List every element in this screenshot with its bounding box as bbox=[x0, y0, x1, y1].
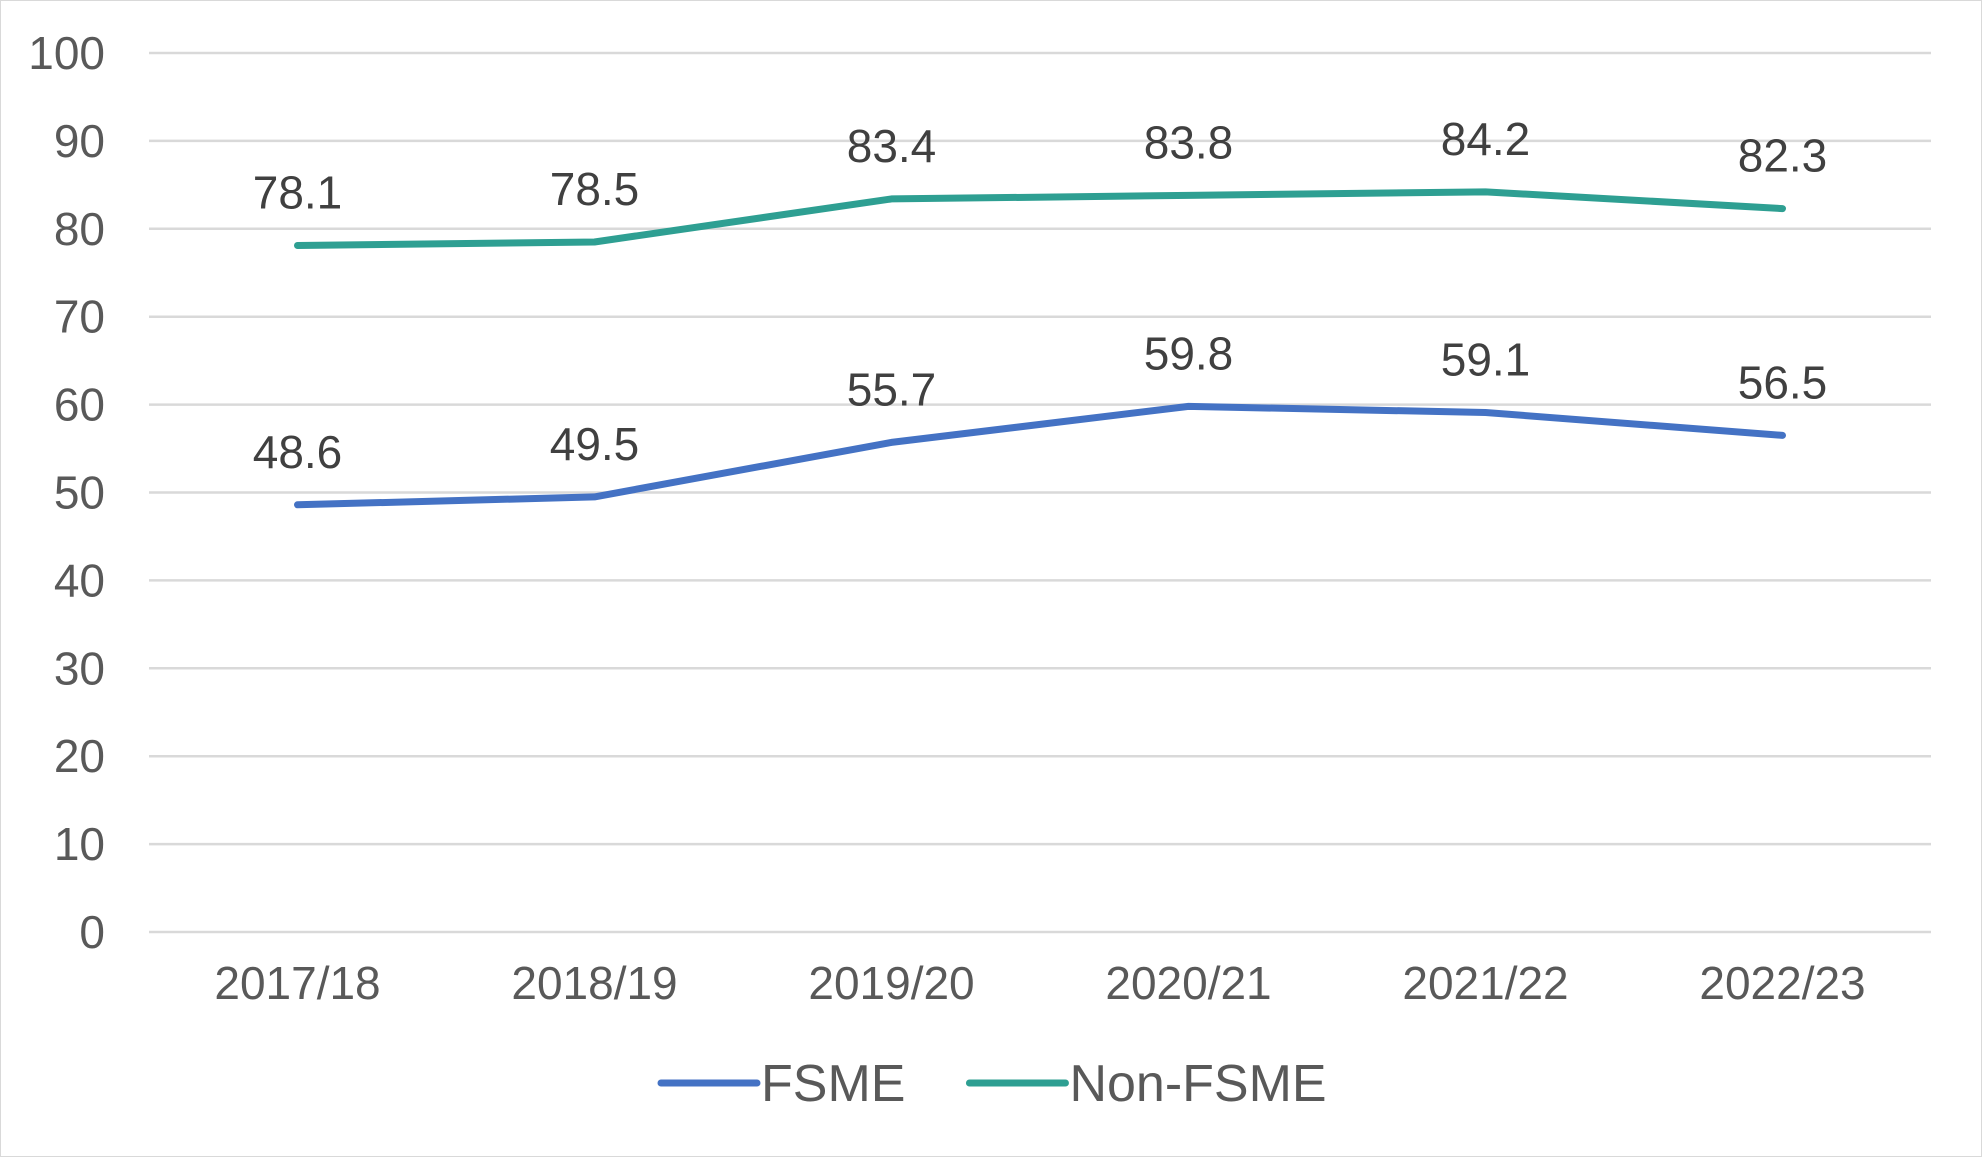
x-tick-label: 2019/20 bbox=[808, 957, 974, 1009]
y-tick-label: 80 bbox=[54, 203, 105, 255]
y-tick-label: 90 bbox=[54, 115, 105, 167]
data-label-fsme: 49.5 bbox=[550, 418, 640, 470]
x-axis-tick-labels: 2017/18 2018/19 2019/20 2020/21 2021/22 2022/… bbox=[214, 957, 1865, 1009]
series-line-fsme bbox=[298, 406, 1783, 504]
x-tick-label: 2018/19 bbox=[511, 957, 677, 1009]
series-line-non-fsme bbox=[298, 192, 1783, 246]
legend-label-fsme: FSME bbox=[761, 1055, 905, 1113]
data-label-non-fsme: 78.5 bbox=[550, 163, 640, 215]
gridlines bbox=[149, 53, 1931, 932]
series-lines bbox=[297, 192, 1782, 505]
data-label-non-fsme: 83.4 bbox=[847, 120, 937, 172]
data-label-fsme: 59.1 bbox=[1441, 334, 1531, 386]
y-tick-label: 10 bbox=[54, 818, 105, 870]
y-tick-label: 30 bbox=[54, 642, 105, 694]
data-label-fsme: 56.5 bbox=[1738, 356, 1828, 408]
x-tick-label: 2017/18 bbox=[214, 957, 380, 1009]
legend-item-fsme: FSME bbox=[661, 1055, 905, 1113]
y-axis-tick-labels: 0 10 20 30 40 50 60 70 80 90 100 bbox=[28, 27, 105, 958]
y-tick-label: 100 bbox=[28, 27, 105, 79]
data-label-fsme: 48.6 bbox=[253, 426, 343, 478]
x-tick-label: 2022/23 bbox=[1699, 957, 1865, 1009]
y-tick-label: 70 bbox=[54, 291, 105, 343]
data-label-non-fsme: 82.3 bbox=[1738, 130, 1828, 182]
y-tick-label: 50 bbox=[54, 467, 105, 519]
data-label-non-fsme: 78.1 bbox=[253, 167, 343, 219]
data-label-fsme: 59.8 bbox=[1144, 327, 1234, 379]
y-tick-label: 0 bbox=[79, 906, 105, 958]
y-tick-label: 40 bbox=[54, 554, 105, 606]
legend: FSME Non-FSME bbox=[661, 1055, 1327, 1113]
data-label-non-fsme: 83.8 bbox=[1144, 116, 1234, 168]
data-label-fsme: 55.7 bbox=[847, 363, 937, 415]
data-label-non-fsme: 84.2 bbox=[1441, 113, 1531, 165]
x-tick-label: 2021/22 bbox=[1402, 957, 1568, 1009]
y-tick-label: 60 bbox=[54, 379, 105, 431]
legend-label-non-fsme: Non-FSME bbox=[1069, 1055, 1326, 1113]
y-tick-label: 20 bbox=[54, 730, 105, 782]
x-tick-label: 2020/21 bbox=[1105, 957, 1271, 1009]
legend-item-non-fsme: Non-FSME bbox=[969, 1055, 1326, 1113]
